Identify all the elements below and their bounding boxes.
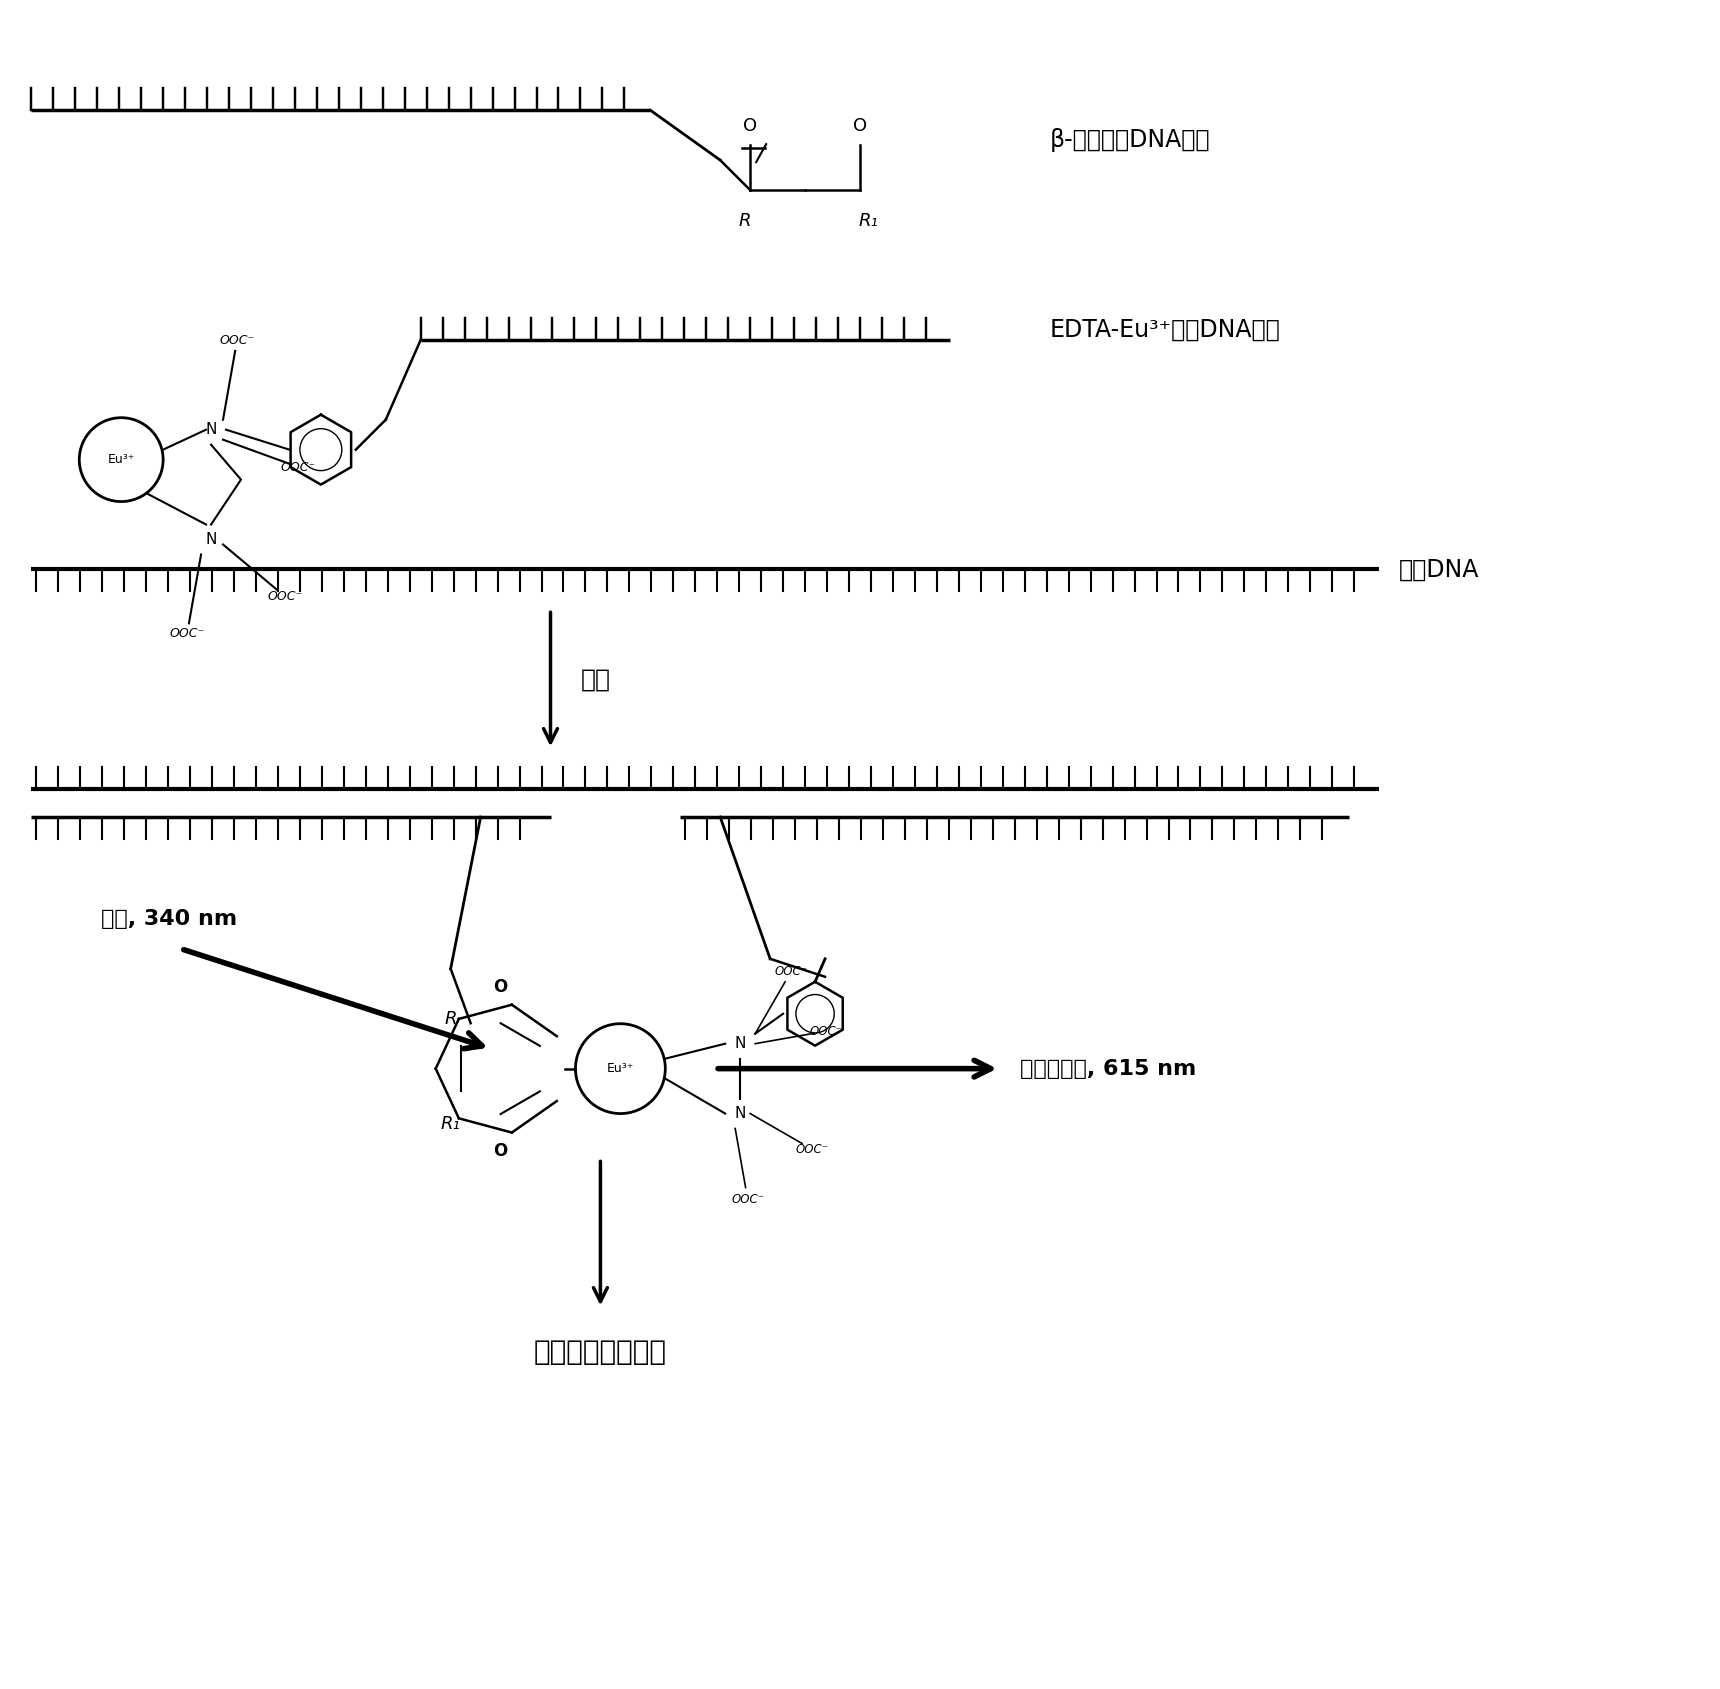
Text: R: R: [444, 1010, 458, 1027]
Text: R₁: R₁: [440, 1115, 461, 1133]
Text: OOC⁻: OOC⁻: [220, 334, 255, 346]
Text: R: R: [740, 213, 752, 230]
Text: N: N: [205, 422, 217, 437]
Text: 目标DNA: 目标DNA: [1398, 557, 1479, 581]
Text: 激发, 340 nm: 激发, 340 nm: [101, 909, 237, 929]
Text: OOC⁻: OOC⁻: [810, 1025, 843, 1037]
Text: 长寿命发光, 615 nm: 长寿命发光, 615 nm: [1020, 1059, 1195, 1079]
Text: Eu³⁺: Eu³⁺: [108, 453, 134, 466]
Text: Eu³⁺: Eu³⁺: [607, 1062, 635, 1076]
Text: 杂交: 杂交: [580, 667, 611, 691]
Text: EDTA-Eu³⁺标记DNA探针: EDTA-Eu³⁺标记DNA探针: [1049, 318, 1280, 341]
Text: O: O: [853, 117, 867, 135]
Text: O: O: [494, 1142, 507, 1160]
Text: R₁: R₁: [858, 213, 877, 230]
Text: 时间分辨荧光测定: 时间分辨荧光测定: [533, 1338, 667, 1366]
Text: β-二锐标记DNA探针: β-二锐标记DNA探针: [1049, 128, 1211, 152]
Text: OOC⁻: OOC⁻: [731, 1192, 764, 1206]
Text: N: N: [734, 1035, 746, 1051]
Text: N: N: [205, 532, 217, 547]
Text: O: O: [743, 117, 757, 135]
Text: O: O: [494, 978, 507, 997]
Text: OOC⁻: OOC⁻: [796, 1143, 829, 1155]
Text: OOC⁻: OOC⁻: [774, 964, 808, 978]
Text: OOC⁻: OOC⁻: [267, 589, 303, 603]
Text: OOC⁻: OOC⁻: [170, 627, 205, 640]
Text: N: N: [734, 1106, 746, 1121]
Text: OOC⁻: OOC⁻: [280, 461, 316, 473]
